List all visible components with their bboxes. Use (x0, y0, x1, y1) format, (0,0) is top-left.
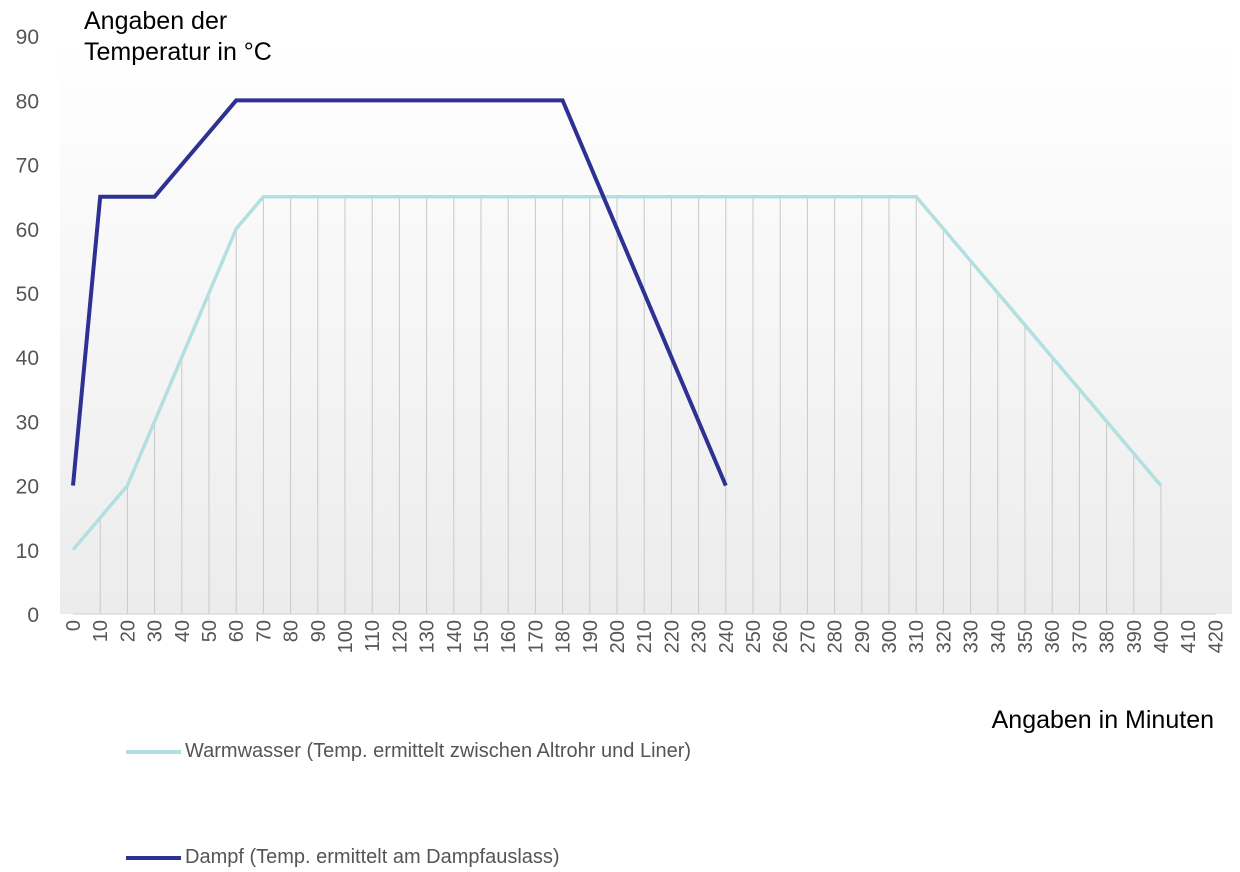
x-tick-label: 370 (1069, 620, 1091, 653)
x-tick-label: 300 (879, 620, 901, 653)
y-tick-label: 10 (16, 540, 39, 563)
y-tick-label: 70 (16, 155, 39, 178)
legend-item-dampf: Dampf (Temp. ermittelt am Dampfauslass) (126, 846, 560, 869)
x-tick-label: 410 (1178, 620, 1200, 653)
y-axis-label: Angaben der Temperatur in °C (84, 7, 272, 66)
x-tick-label: 230 (689, 620, 711, 653)
x-tick-label: 30 (145, 620, 167, 642)
series-line-dampf (71, 98, 728, 487)
grid-lines (73, 196, 1216, 615)
y-axis-ticks: 0 10 20 30 40 50 60 70 80 90 (16, 26, 39, 627)
legend-label-warmwasser: Warmwasser (Temp. ermittelt zwischen Alt… (185, 740, 692, 762)
y-tick-label: 50 (16, 283, 39, 306)
x-tick-label: 0 (63, 620, 85, 631)
x-tick-label: 180 (553, 620, 575, 653)
y-tick-label: 90 (16, 26, 39, 49)
x-tick-label: 350 (1015, 620, 1037, 653)
x-tick-label: 140 (444, 620, 466, 653)
plot-area (60, 38, 1232, 614)
x-tick-label: 360 (1042, 620, 1064, 653)
legend-item-warmwasser: Warmwasser (Temp. ermittelt zwischen Alt… (126, 740, 691, 763)
legend-swatch-dampf (126, 855, 181, 860)
x-tick-label: 400 (1151, 620, 1173, 653)
y-tick-label: 20 (16, 476, 39, 499)
x-tick-label: 340 (988, 620, 1010, 653)
x-tick-label: 200 (607, 620, 629, 653)
x-tick-label: 10 (90, 620, 112, 642)
x-tick-label: 110 (362, 620, 384, 652)
y-tick-label: 40 (16, 347, 39, 370)
x-tick-label: 420 (1205, 620, 1227, 653)
x-tick-label: 80 (281, 620, 303, 642)
legend-label-dampf: Dampf (Temp. ermittelt am Dampfauslass) (185, 846, 560, 868)
x-tick-label: 170 (525, 620, 547, 653)
legend-swatch-warmwasser (126, 749, 181, 754)
x-tick-label: 280 (825, 620, 847, 653)
x-tick-label: 390 (1124, 620, 1146, 653)
x-tick-label: 100 (335, 620, 357, 653)
x-tick-label: 160 (498, 620, 520, 653)
series-line-warmwasser (71, 194, 1163, 551)
x-tick-label: 130 (417, 620, 439, 653)
x-tick-label: 380 (1097, 620, 1119, 653)
y-tick-label: 80 (16, 90, 39, 113)
x-tick-label: 190 (580, 620, 602, 653)
x-tick-label: 260 (770, 620, 792, 653)
x-tick-label: 270 (797, 620, 819, 653)
x-tick-label: 250 (743, 620, 765, 653)
x-tick-label: 40 (172, 620, 194, 642)
x-tick-label: 330 (961, 620, 983, 653)
x-axis-label: Angaben in Minuten (991, 706, 1214, 734)
x-tick-label: 320 (933, 620, 955, 653)
x-tick-label: 50 (199, 620, 221, 642)
x-tick-label: 90 (308, 620, 330, 642)
x-tick-label: 220 (661, 620, 683, 653)
x-tick-label: 290 (852, 620, 874, 653)
y-tick-label: 0 (27, 604, 39, 627)
x-tick-label: 240 (716, 620, 738, 653)
series-lines (71, 98, 1163, 551)
x-tick-label: 20 (117, 620, 139, 642)
x-tick-label: 310 (906, 620, 928, 653)
x-tick-label: 70 (253, 620, 275, 642)
x-tick-label: 210 (634, 620, 656, 653)
y-tick-label: 30 (16, 411, 39, 434)
x-tick-label: 120 (389, 620, 411, 653)
x-tick-label: 150 (471, 620, 493, 653)
y-tick-label: 60 (16, 219, 39, 242)
x-axis-ticks: 0 10 20 30 40 50 60 70 80 90 100 110 120 130 140 150 160… (63, 620, 1227, 653)
x-tick-label: 60 (226, 620, 248, 642)
